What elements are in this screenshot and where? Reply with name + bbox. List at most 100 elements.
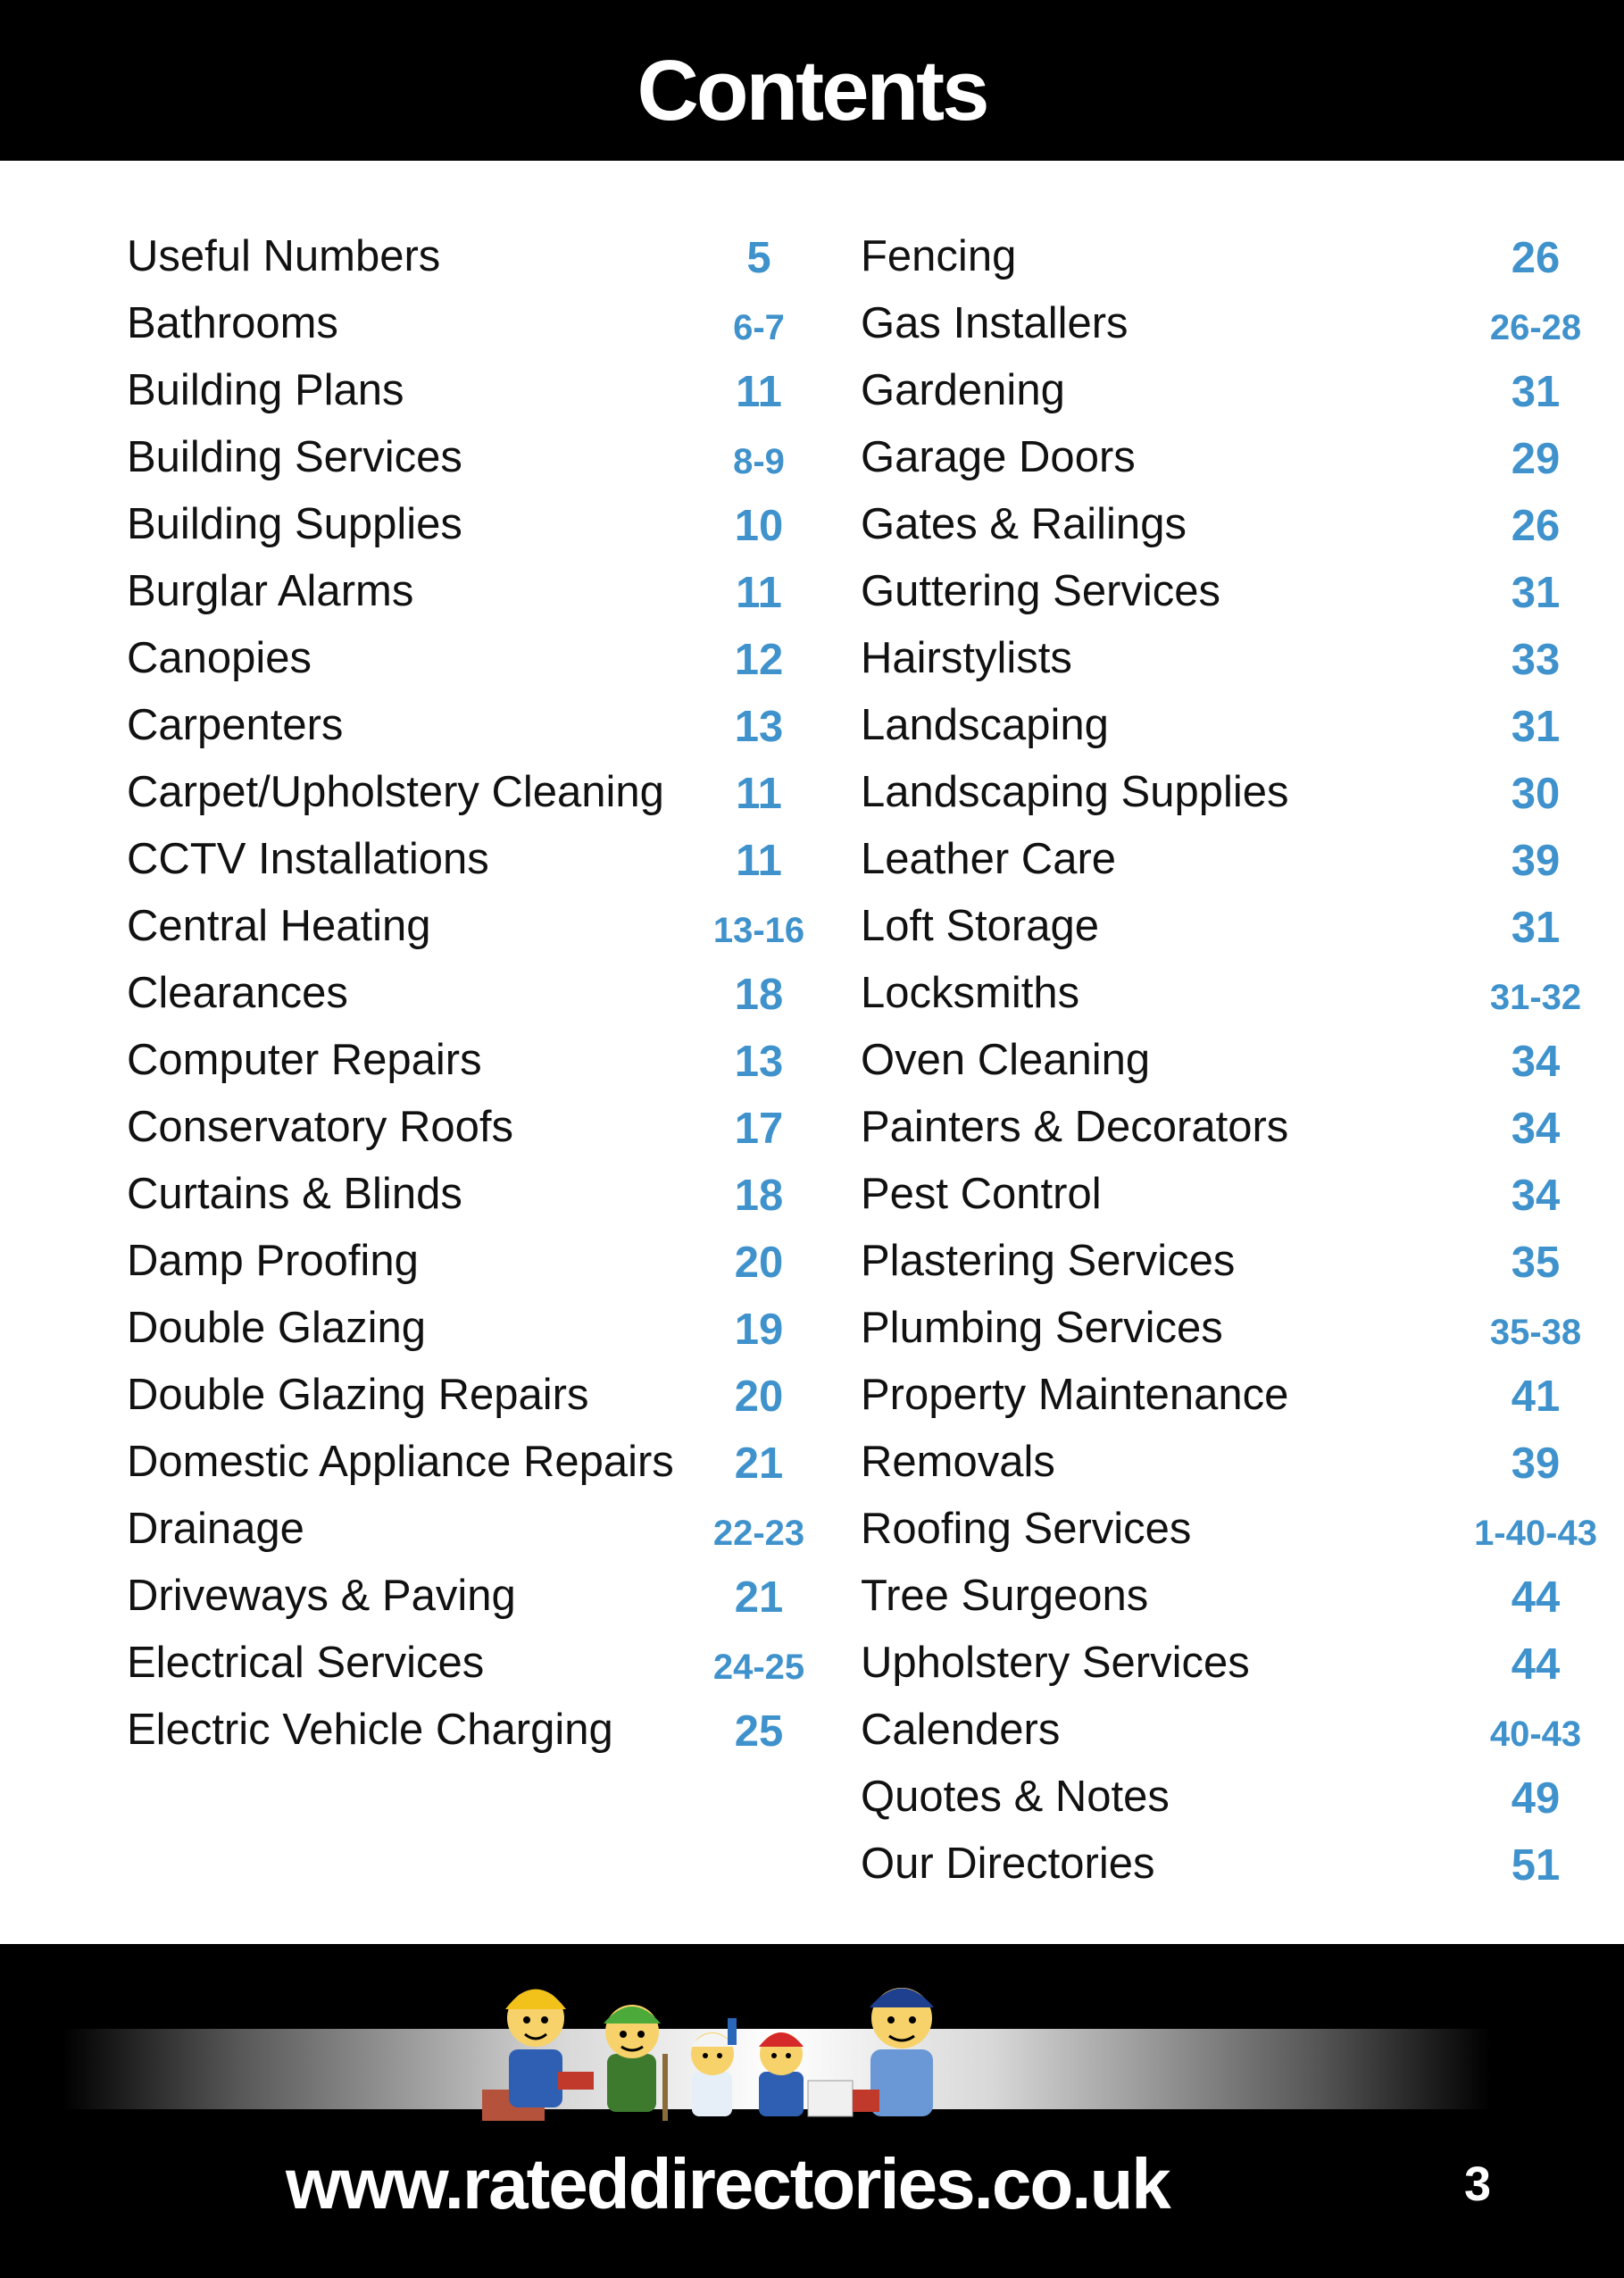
entry-page-number: 20 — [734, 1239, 784, 1287]
entry-page-number: 39 — [1511, 837, 1561, 885]
entry-page-number: 25 — [734, 1707, 784, 1756]
entry-page-number: 13-16 — [712, 911, 805, 950]
entry-page-number: 19 — [734, 1306, 784, 1354]
entry-label: Plumbing Services — [861, 1304, 1223, 1352]
entry-label: Double Glazing — [127, 1304, 427, 1352]
entry-label: Damp Proofing — [127, 1237, 419, 1285]
entry-label: CCTV Installations — [127, 835, 489, 883]
entry-page-number: 13 — [734, 703, 784, 751]
header-bar: Contents — [0, 0, 1624, 161]
contents-entry: Upholstery Services 44 — [861, 1637, 1560, 1704]
entry-page-number: 1-40-43 — [1474, 1514, 1597, 1553]
entry-label: Fencing — [861, 232, 1017, 280]
plumber-mascot-icon — [853, 1988, 934, 2116]
entry-page-number: 31 — [1511, 569, 1561, 617]
entry-page-number: 11 — [736, 569, 782, 617]
contents-entry: Domestic Appliance Repairs 21 — [127, 1436, 823, 1503]
entry-label: Useful Numbers — [127, 232, 441, 280]
entry-page-number: 8-9 — [733, 442, 785, 481]
contents-entry: Computer Repairs 13 — [127, 1034, 823, 1101]
contents-entry: Building Services 8-9 — [127, 431, 823, 498]
entry-page-number: 34 — [1511, 1038, 1561, 1086]
contents-entry: Bathrooms 6-7 — [127, 297, 823, 364]
contents-entry: Loft Storage 31 — [861, 900, 1560, 967]
contents-entry: Carpet/Upholstery Cleaning 11 — [127, 766, 823, 833]
entry-label: Our Directories — [861, 1840, 1155, 1888]
entry-page-number: 31-32 — [1489, 978, 1582, 1017]
entry-page-number: 31 — [1511, 904, 1561, 952]
entry-label: Carpet/Upholstery Cleaning — [127, 768, 664, 816]
entry-page-number: 26 — [1511, 502, 1561, 550]
contents-entry: Leather Care 39 — [861, 833, 1560, 900]
entry-label: Burglar Alarms — [127, 567, 414, 615]
contents-entry: Clearances 18 — [127, 967, 823, 1034]
page-title: Contents — [637, 43, 990, 138]
contents-entry: Pest Control 34 — [861, 1168, 1560, 1235]
entry-label: Locksmiths — [861, 969, 1080, 1017]
entry-page-number: 11 — [736, 770, 782, 818]
entry-label: Calenders — [861, 1706, 1061, 1754]
entry-label: Plastering Services — [861, 1237, 1236, 1285]
entry-page-number: 39 — [1511, 1439, 1561, 1488]
contents-entry: Landscaping 31 — [861, 699, 1560, 766]
contents-entry: Gates & Railings 26 — [861, 498, 1560, 565]
contents-entry: Electric Vehicle Charging 25 — [127, 1704, 823, 1771]
entry-label: Drainage — [127, 1505, 304, 1553]
entry-label: Building Supplies — [127, 500, 462, 548]
entry-page-number: 33 — [1511, 636, 1561, 684]
entry-label: Pest Control — [861, 1170, 1102, 1218]
entry-page-number: 51 — [1511, 1841, 1561, 1890]
entry-label: Electrical Services — [127, 1639, 485, 1687]
entry-label: Landscaping — [861, 701, 1109, 749]
contents-entry: Drainage 22-23 — [127, 1503, 823, 1570]
entry-label: Property Maintenance — [861, 1371, 1289, 1419]
contents-entry: Central Heating 13-16 — [127, 900, 823, 967]
contents-entry: Tree Surgeons 44 — [861, 1570, 1560, 1637]
entry-page-number: 11 — [736, 837, 782, 885]
contents-entry: Hairstylists 33 — [861, 632, 1560, 699]
contents-right-column: Fencing 26 Gas Installers 26-28 Gardening 31 G… — [861, 230, 1597, 1905]
entry-label: Landscaping Supplies — [861, 768, 1289, 816]
entry-label: Quotes & Notes — [861, 1773, 1170, 1821]
entry-page-number: 5 — [746, 234, 771, 282]
entry-page-number: 13 — [734, 1038, 784, 1086]
entry-label: Hairstylists — [861, 634, 1072, 682]
contents-entry: Landscaping Supplies 30 — [861, 766, 1560, 833]
contents-entry: Oven Cleaning 34 — [861, 1034, 1560, 1101]
contents-entry: Electrical Services 24-25 — [127, 1637, 823, 1704]
entry-page-number: 41 — [1511, 1373, 1561, 1421]
contents-entry: Driveways & Paving 21 — [127, 1570, 823, 1637]
entry-page-number: 40-43 — [1489, 1715, 1582, 1754]
entry-label: Central Heating — [127, 902, 431, 950]
contents-entry: Plumbing Services 35-38 — [861, 1302, 1581, 1369]
entry-page-number: 34 — [1511, 1172, 1561, 1220]
entry-page-number: 10 — [734, 502, 784, 550]
gardener-mascot-icon — [604, 2005, 668, 2121]
entry-label: Loft Storage — [861, 902, 1099, 950]
entry-label: Removals — [861, 1438, 1055, 1486]
entry-page-number: 20 — [734, 1373, 784, 1421]
contents-entry: Curtains & Blinds 18 — [127, 1168, 823, 1235]
entry-page-number: 11 — [736, 368, 782, 416]
entry-label: Oven Cleaning — [861, 1036, 1151, 1084]
entry-page-number: 17 — [734, 1105, 784, 1153]
contents-entry: Building Supplies 10 — [127, 498, 823, 565]
entry-label: Electric Vehicle Charging — [127, 1706, 613, 1754]
contents-entry: Carpenters 13 — [127, 699, 823, 766]
entry-page-number: 26 — [1511, 234, 1561, 282]
footer-website-url[interactable]: www.rateddirectories.co.uk — [286, 2144, 1171, 2224]
contents-entry: Removals 39 — [861, 1436, 1560, 1503]
entry-page-number: 21 — [734, 1439, 784, 1488]
tradesmen-mascots-illustration — [482, 1988, 934, 2121]
contents-entry: Calenders 40-43 — [861, 1704, 1581, 1771]
contents-entry: Useful Numbers 5 — [127, 230, 823, 297]
entry-label: Double Glazing Repairs — [127, 1371, 589, 1419]
entry-page-number: 31 — [1511, 703, 1561, 751]
contents-entry: Fencing 26 — [861, 230, 1560, 297]
entry-label: Curtains & Blinds — [127, 1170, 462, 1218]
contents-entry: Damp Proofing 20 — [127, 1235, 823, 1302]
entry-page-number: 26-28 — [1489, 308, 1582, 347]
entry-label: Gas Installers — [861, 299, 1128, 347]
contents-entry: Double Glazing Repairs 20 — [127, 1369, 823, 1436]
contents-entry: Guttering Services 31 — [861, 565, 1560, 632]
